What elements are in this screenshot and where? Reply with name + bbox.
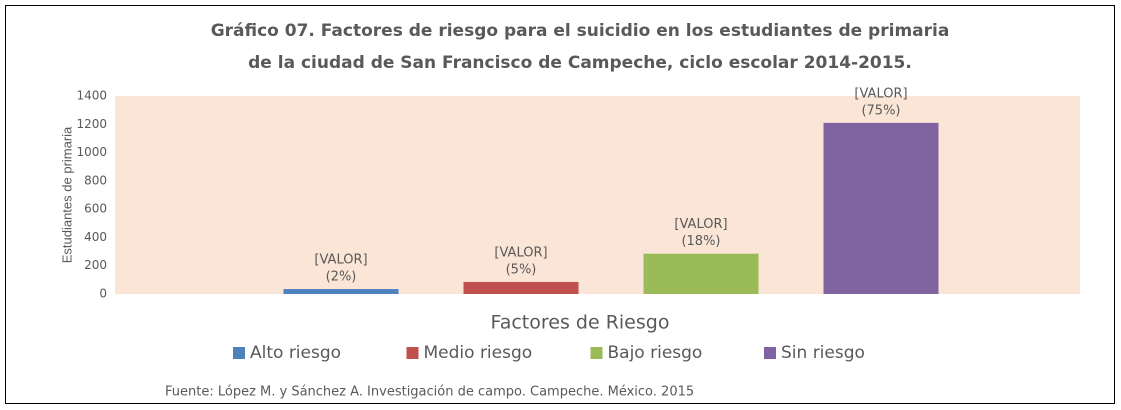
data-label: [VALOR] — [494, 245, 547, 260]
y-tick-label: 800 — [84, 173, 107, 187]
bar — [463, 281, 579, 294]
data-label: (75%) — [861, 103, 900, 118]
data-label: [VALOR] — [854, 86, 907, 101]
legend-swatch — [233, 347, 245, 359]
legend-label: Medio riesgo — [424, 343, 533, 363]
data-label: (5%) — [506, 262, 537, 277]
legend-swatch — [590, 347, 603, 359]
bar — [643, 253, 759, 294]
y-tick-label: 600 — [84, 202, 107, 216]
y-tick-label: 0 — [99, 287, 107, 301]
bar — [283, 289, 399, 294]
source-note: Fuente: López M. y Sánchez A. Investigac… — [165, 385, 694, 400]
legend-swatch — [764, 347, 776, 359]
legend-label: Sin riesgo — [781, 343, 865, 363]
y-tick-label: 1000 — [76, 145, 107, 159]
legend-label: Alto riesgo — [250, 343, 341, 363]
legend-swatch — [406, 347, 419, 359]
bar — [823, 122, 939, 294]
y-tick-label: 1400 — [76, 89, 107, 103]
data-label: (2%) — [326, 270, 357, 285]
chart-title: de la ciudad de San Francisco de Campech… — [248, 53, 912, 73]
data-label: (18%) — [681, 234, 720, 249]
y-tick-label: 200 — [84, 258, 107, 272]
y-axis-label: Estudiantes de primaria — [59, 126, 74, 263]
x-axis-label: Factores de Riesgo — [491, 312, 670, 334]
data-label: [VALOR] — [674, 217, 727, 232]
data-label: [VALOR] — [314, 253, 367, 268]
y-tick-label: 1200 — [76, 117, 107, 131]
chart-title: Gráfico 07. Factores de riesgo para el s… — [211, 21, 950, 41]
y-tick-label: 400 — [84, 230, 107, 244]
legend-label: Bajo riesgo — [608, 343, 703, 363]
